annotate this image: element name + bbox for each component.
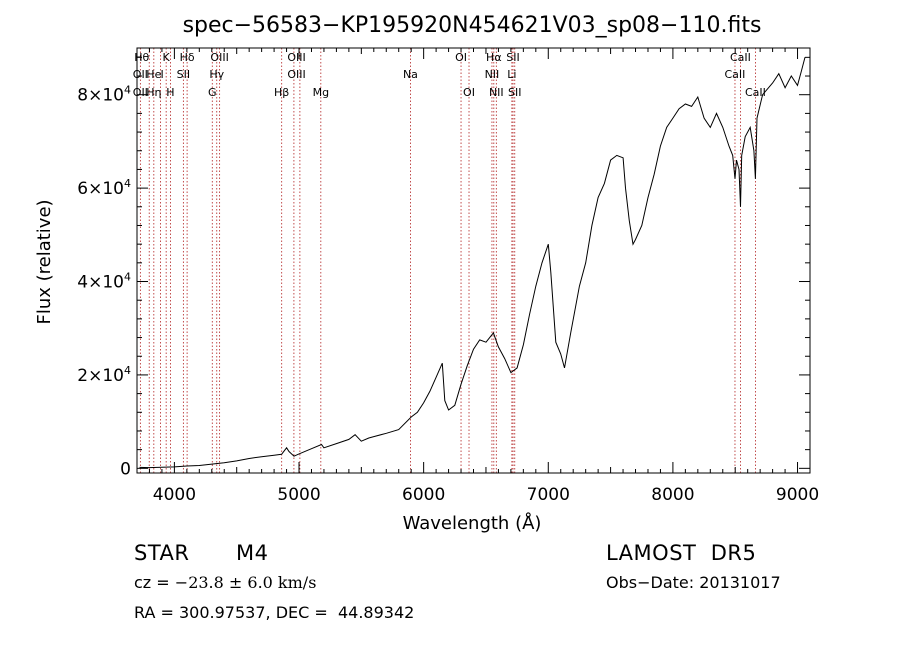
spectral-line-label: NII <box>485 68 500 81</box>
y-tick-label: 2×104 <box>77 364 131 386</box>
y-tick-label: 6×104 <box>77 177 131 199</box>
x-axis-label: Wavelength (Å) <box>403 512 542 534</box>
spectral-line-label: K <box>163 51 171 64</box>
object-subclass: M4 <box>236 541 269 565</box>
y-tick-label: 0 <box>120 459 131 479</box>
spectral-line-label: Hγ <box>209 68 224 81</box>
spectral-line-label: SII <box>506 51 519 64</box>
spectral-line-label: CaII <box>725 68 746 81</box>
spectral-line-label: CaII <box>730 51 751 64</box>
cz-error: ± 6.0 km/s <box>228 573 317 592</box>
object-class: STAR <box>134 541 190 565</box>
survey-name: LAMOST DR5 <box>606 541 757 565</box>
spectral-line-label: Hβ <box>274 86 289 99</box>
spectral-line-label: OI <box>463 86 475 99</box>
spectral-line-label: CaII <box>745 86 766 99</box>
y-tick-label: 8×104 <box>77 84 131 106</box>
x-tick-label: 8000 <box>651 485 694 505</box>
x-axis: 4000 5000 6000 7000 8000 9000 <box>136 48 819 505</box>
x-tick-label: 7000 <box>527 485 570 505</box>
spectral-line-label: OIII <box>210 51 228 64</box>
spectral-line-label: He <box>146 68 161 81</box>
spectral-line-label: NII <box>489 86 504 99</box>
y-axis: 0 2×104 4×104 6×104 8×104 <box>77 56 810 479</box>
marker-lines <box>139 48 756 473</box>
cz-label: cz = <box>134 573 175 592</box>
cz-value: −23.8 <box>174 573 224 592</box>
spectral-line-label: Na <box>403 68 418 81</box>
cz-readout: cz = −23.8 ± 6.0 km/s <box>134 573 316 592</box>
x-tick-label: 6000 <box>402 485 445 505</box>
y-tick-label: 4×104 <box>77 271 131 293</box>
spectral-line-label: Mg <box>313 86 329 99</box>
y-axis-label: Flux (relative) <box>34 199 55 324</box>
spectral-line-label: Hα <box>486 51 502 64</box>
observation-date: Obs−Date: 20131017 <box>606 573 781 592</box>
x-tick-label: 5000 <box>277 485 320 505</box>
x-tick-label: 9000 <box>776 485 819 505</box>
spectral-line-label: SII <box>177 68 190 81</box>
spectral-line-label: G <box>208 86 217 99</box>
spectral-line-label: Li <box>507 68 516 81</box>
spectral-line-label: SII <box>508 86 521 99</box>
spectral-line-label: OI <box>455 51 467 64</box>
chart-title: spec−56583−KP195920N454621V03_sp08−110.f… <box>183 13 762 38</box>
spectral-line-label: Hη <box>146 86 161 99</box>
spectral-line-label: Hδ <box>180 51 195 64</box>
spectral-line-label: I <box>161 68 164 81</box>
x-tick-label: 4000 <box>153 485 196 505</box>
plot-frame <box>136 47 811 474</box>
coordinates: RA = 300.97537, DEC = 44.89342 <box>134 603 415 622</box>
spectrum-line <box>139 57 806 469</box>
spectral-line-label: H <box>166 86 174 99</box>
spectral-line-label: OIII <box>287 68 305 81</box>
spectral-line-label: OIII <box>287 51 305 64</box>
